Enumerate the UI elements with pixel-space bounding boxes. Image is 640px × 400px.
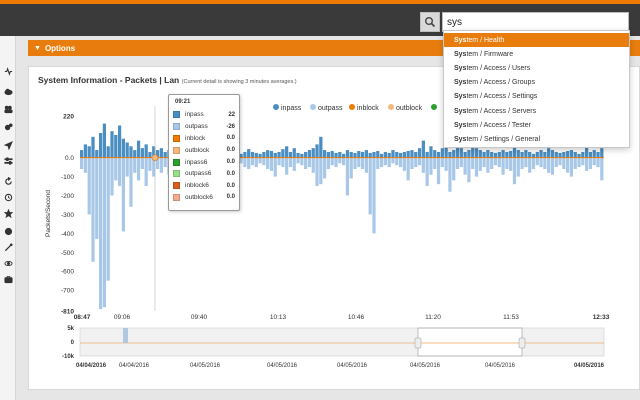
tooltip-value: 0.0 xyxy=(226,194,235,201)
options-label: Options xyxy=(44,43,76,53)
sidebar xyxy=(0,36,16,400)
location-arrow-icon[interactable] xyxy=(3,140,13,150)
tooltip-swatch xyxy=(173,123,180,131)
suggestion-item[interactable]: Sys tem / Access / Servers xyxy=(444,104,629,118)
tooltip-label: inblock6 xyxy=(185,182,209,190)
tooltip-value: 0.0 xyxy=(226,135,235,142)
briefcase-icon[interactable] xyxy=(3,274,13,284)
star-icon[interactable] xyxy=(3,208,13,218)
suggestion-match: Sys xyxy=(454,121,467,129)
tooltip-swatch xyxy=(173,182,180,190)
tooltip-value: 0.0 xyxy=(226,147,235,154)
tooltip-label: outblock xyxy=(185,146,210,154)
tooltip-row: inpass6 0.0 xyxy=(169,156,239,168)
tooltip-swatch xyxy=(173,146,180,154)
tooltip-swatch xyxy=(173,134,180,142)
tooltip-label: outpass6 xyxy=(185,170,212,178)
suggestion-item[interactable]: Sys tem / Settings / General xyxy=(444,132,629,146)
suggestion-rest: tem / Health xyxy=(466,36,505,44)
suggestion-rest: tem / Settings / General xyxy=(466,135,541,143)
search-icon xyxy=(425,17,436,28)
suggestion-item[interactable]: Sys tem / Firmware xyxy=(444,47,629,61)
cogs-icon[interactable] xyxy=(3,122,13,132)
suggestion-rest: tem / Access / Groups xyxy=(466,79,535,87)
eye-icon[interactable] xyxy=(3,258,13,268)
tooltip-row: inpass 22 xyxy=(169,109,239,121)
refresh-icon[interactable] xyxy=(3,176,13,186)
suggestion-item[interactable]: Sys tem / Access / Tester xyxy=(444,118,629,132)
suggestion-rest: tem / Firmware xyxy=(466,50,514,58)
users-icon[interactable] xyxy=(3,104,13,114)
tooltip-label: inpass xyxy=(185,111,204,119)
chevron-down-icon: ▼ xyxy=(34,44,41,52)
tooltip-value: 0.0 xyxy=(226,159,235,166)
search-input[interactable] xyxy=(442,12,629,32)
tooltip-label: inpass6 xyxy=(185,158,208,166)
tooltip-time: 09:21 xyxy=(175,99,191,105)
history-icon[interactable] xyxy=(3,192,13,202)
tooltip-value: 22 xyxy=(228,111,235,118)
panel-subtitle: (Current detail is showing 3 minutes ave… xyxy=(181,79,297,85)
suggestion-rest: tem / Access / Settings xyxy=(466,93,538,101)
panel-title-text: System Information - Packets | Lan xyxy=(38,75,180,85)
panel-title: System Information - Packets | Lan (Curr… xyxy=(38,75,297,85)
suggestion-rest: tem / Access / Tester xyxy=(466,121,531,129)
tooltip-label: inblock xyxy=(185,134,206,142)
tooltip-swatch xyxy=(173,193,180,201)
tooltip-value: -26 xyxy=(226,123,235,130)
suggestion-item[interactable]: Sys tem / Access / Settings xyxy=(444,90,629,104)
suggestion-item[interactable]: Sys tem / Access / Users xyxy=(444,61,629,75)
top-navbar xyxy=(0,0,640,36)
magic-icon[interactable] xyxy=(3,242,13,252)
suggestion-match: Sys xyxy=(454,93,467,101)
suggestion-item[interactable]: Sys tem / Health xyxy=(444,33,629,48)
suggestion-match: Sys xyxy=(454,107,467,115)
tooltip-label: outblock6 xyxy=(185,193,213,201)
tooltip-value: 0.0 xyxy=(226,182,235,189)
heartbeat-icon[interactable] xyxy=(3,66,13,76)
suggestion-match: Sys xyxy=(454,79,467,87)
tooltip-label: outpass xyxy=(185,123,208,131)
suggestion-rest: tem / Access / Users xyxy=(466,64,531,72)
tooltip-swatch xyxy=(173,158,180,166)
search-suggestions-dropdown: Sys tem / Health Sys tem / Firmware Sys tem /… xyxy=(443,30,630,148)
suggestion-match: Sys xyxy=(454,135,467,143)
suggestion-item[interactable]: Sys tem / Access / Groups xyxy=(444,76,629,90)
tooltip-row: inblock6 0.0 xyxy=(169,180,239,192)
tooltip-swatch xyxy=(173,111,180,119)
tooltip-row: outpass6 0.0 xyxy=(169,168,239,180)
circle-icon[interactable] xyxy=(3,226,13,236)
tooltip-row: inblock 0.0 xyxy=(169,133,239,145)
sliders-icon[interactable] xyxy=(3,156,13,166)
suggestion-rest: tem / Access / Servers xyxy=(466,107,537,115)
tooltip-row: outpass -26 xyxy=(169,121,239,133)
tooltip-swatch xyxy=(173,170,180,178)
suggestion-match: Sys xyxy=(454,50,467,58)
cloud-icon[interactable] xyxy=(3,86,13,96)
suggestion-match: Sys xyxy=(454,64,467,72)
suggestion-match: Sys xyxy=(454,36,467,44)
tooltip-row: outblock6 0.0 xyxy=(169,192,239,204)
tooltip-value: 0.0 xyxy=(226,170,235,177)
search-button[interactable] xyxy=(420,12,440,32)
chart-tooltip: 09:21 inpass 22 outpass -26 inblock 0.0 outblo… xyxy=(168,94,240,211)
tooltip-row: outblock 0.0 xyxy=(169,144,239,156)
